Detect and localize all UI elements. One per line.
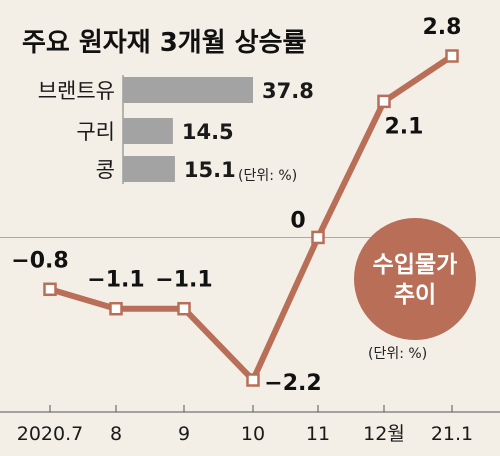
line-value-label: 2.8 — [423, 15, 462, 40]
data-point — [177, 301, 191, 316]
x-tick-label: 9 — [178, 423, 190, 445]
bar-value-label: 37.8 — [262, 79, 314, 103]
line-points — [43, 49, 459, 387]
data-point — [311, 230, 325, 245]
bar — [123, 77, 253, 103]
bar-category-label: 구리 — [76, 120, 115, 144]
line-title-badge — [354, 218, 476, 340]
line-value-label: 0 — [290, 208, 305, 233]
line-unit-note: (단위: %) — [368, 346, 427, 362]
line-value-label: −0.8 — [11, 248, 68, 273]
bar — [123, 118, 173, 144]
bar-chart-title: 주요 원자재 3개월 상승률 — [22, 28, 307, 58]
x-tick-label: 2020.7 — [17, 423, 83, 445]
import-price-line-chart: −0.8−1.1 −1.1−2.202.12.8 수입물가 추이 (단위: %) … — [0, 15, 500, 445]
x-tick-label: 10 — [241, 423, 265, 445]
line-value-label: 2.1 — [385, 114, 424, 139]
commodity-bar-chart: 주요 원자재 3개월 상승률 브랜트유 37.8 구리 14.5 콩 15.1 (단위: … — [22, 28, 314, 184]
x-tick-label: 12월 — [363, 423, 405, 445]
x-axis-tick-labels: 2020.7 8 9 10 11 12월 21.1 — [17, 423, 473, 445]
x-tick-label: 21.1 — [431, 423, 473, 445]
line-title-line-2: 추이 — [394, 282, 436, 308]
bar — [123, 156, 175, 182]
line-value-label: −1.1 — [87, 268, 144, 293]
line-value-labels: −0.8 −1.1 −1.1 −2.2 0 2.1 2.8 — [11, 15, 461, 396]
x-tick-label: 11 — [306, 423, 330, 445]
bar-value-label: 15.1 — [184, 158, 236, 182]
line-value-label: −2.2 — [264, 371, 321, 396]
data-point — [445, 49, 459, 63]
line-value-label: −1.1 — [155, 268, 212, 293]
bar-category-label: 콩 — [96, 158, 115, 182]
x-axis-ticks — [49, 405, 453, 412]
data-point — [43, 282, 57, 297]
x-tick-label: 8 — [110, 423, 122, 445]
bar-marks: 브랜트유 37.8 구리 14.5 콩 15.1 — [38, 77, 314, 182]
bar-unit-note: (단위: %) — [238, 168, 297, 184]
bar-category-label: 브랜트유 — [38, 79, 115, 103]
bar-value-label: 14.5 — [182, 120, 234, 144]
data-point — [109, 301, 123, 316]
data-point — [246, 373, 260, 387]
data-point — [377, 94, 391, 109]
line-title-line-1: 수입물가 — [373, 252, 458, 278]
